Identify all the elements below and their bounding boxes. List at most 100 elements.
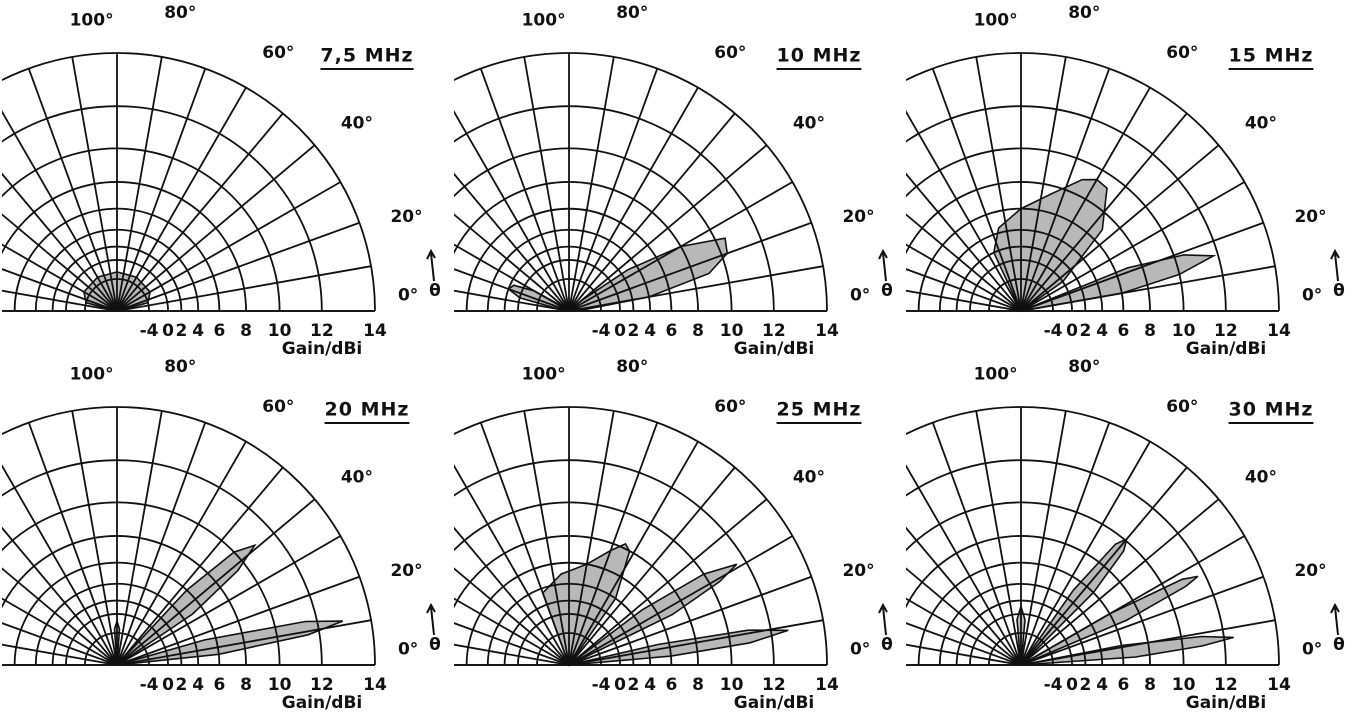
grid-spoke — [116, 410, 163, 666]
theta-tick-label: 40° — [341, 468, 373, 488]
grid-spoke — [1020, 265, 1276, 312]
theta-symbol: θ — [881, 635, 893, 655]
theta-tick-label: 100° — [974, 11, 1018, 31]
grid-spoke — [568, 144, 768, 312]
grid-spoke — [454, 643, 570, 666]
theta-tick-label: 40° — [793, 114, 825, 134]
r-axis-label: Gain/dBi — [734, 339, 815, 359]
polar-panel — [906, 52, 1280, 313]
grid-spoke — [568, 441, 699, 666]
theta-tick-label: 100° — [70, 11, 114, 31]
r-tick-label: 0 — [1066, 675, 1078, 695]
grid-spoke — [116, 619, 372, 666]
grid-spoke — [906, 526, 1022, 666]
grid-spoke — [116, 181, 341, 312]
theta-arrow — [878, 248, 888, 282]
theta-tick-label: 60° — [714, 397, 746, 417]
grid-arc — [2, 105, 323, 312]
grid-spoke — [568, 265, 824, 312]
grid-spoke — [1020, 144, 1220, 312]
theta-tick-label: 60° — [262, 43, 294, 63]
grid-spoke — [523, 56, 570, 312]
grid-spoke — [1020, 422, 1111, 666]
grid-spoke — [568, 535, 793, 666]
polar-panel — [2, 52, 376, 312]
grid-spoke — [568, 112, 736, 312]
r-tick-label: 12 — [1214, 675, 1238, 695]
polar-panel — [454, 406, 828, 667]
theta-tick-label: 40° — [1245, 114, 1277, 134]
grid-spoke — [2, 289, 118, 312]
r-tick-label: 6 — [1117, 675, 1129, 695]
r-tick-label: 10 — [720, 321, 744, 341]
grid-spoke — [116, 535, 341, 666]
grid-spoke — [1020, 535, 1245, 666]
grid-spoke — [116, 498, 316, 666]
theta-tick-label: 20° — [842, 561, 874, 581]
polar-panel — [2, 406, 376, 666]
theta-tick-label: 20° — [1294, 207, 1326, 227]
grid-spoke — [1020, 619, 1276, 666]
chart-title: 20 MHz — [325, 399, 410, 421]
theta-tick-label: 80° — [1068, 357, 1100, 377]
grid-spoke — [27, 68, 118, 312]
grid-spoke — [454, 464, 570, 666]
grid-spoke — [568, 575, 812, 666]
theta-tick-label: 80° — [164, 3, 196, 23]
grid-spoke — [906, 172, 1022, 312]
grid-spoke — [2, 213, 118, 312]
grid-spoke — [71, 56, 118, 312]
polar-panel — [454, 52, 828, 313]
grid-spoke — [906, 464, 1022, 666]
theta-tick-label: 20° — [390, 207, 422, 227]
grid-spoke — [479, 68, 570, 312]
r-tick-label: 2 — [1079, 675, 1091, 695]
grid-spoke — [454, 268, 570, 312]
grid-spoke — [1020, 68, 1111, 312]
theta-tick-label: 20° — [1294, 561, 1326, 581]
theta-tick-label: 0° — [850, 640, 870, 660]
theta-tick-label: 80° — [616, 3, 648, 23]
grid-spoke — [27, 422, 118, 666]
chart-title: 10 MHz — [777, 45, 862, 67]
r-tick-label: 12 — [310, 321, 334, 341]
theta-tick-label: 60° — [714, 43, 746, 63]
grid-spoke — [454, 213, 570, 312]
chart-title: 25 MHz — [777, 399, 862, 421]
r-tick-label: 12 — [310, 675, 334, 695]
theta-tick-label: 0° — [850, 286, 870, 306]
r-tick-label: 2 — [627, 321, 639, 341]
grid-spoke — [906, 243, 1022, 312]
r-tick-label: 8 — [240, 321, 252, 341]
grid-spoke — [906, 597, 1022, 666]
grid-spoke — [568, 410, 615, 666]
grid-spoke — [906, 213, 1022, 312]
r-tick-label: -4 — [140, 321, 159, 341]
grid-spoke — [568, 422, 659, 666]
grid-spoke — [1020, 410, 1067, 666]
grid-spoke — [116, 466, 284, 666]
r-tick-label: 2 — [1079, 321, 1091, 341]
grid-spoke — [1020, 181, 1245, 312]
theta-symbol: θ — [881, 281, 893, 301]
r-tick-label: 8 — [240, 675, 252, 695]
theta-tick-label: 0° — [398, 640, 418, 660]
grid-spoke — [906, 268, 1022, 312]
grid-spoke — [1020, 498, 1220, 666]
grid-spoke — [116, 144, 316, 312]
grid-spoke — [116, 221, 360, 312]
r-tick-label: 6 — [665, 675, 677, 695]
grid-spoke — [568, 498, 768, 666]
r-tick-label: 10 — [268, 675, 292, 695]
r-tick-label: 2 — [627, 675, 639, 695]
grid-spoke — [116, 68, 207, 312]
r-tick-label: 8 — [1144, 675, 1156, 695]
grid-spoke — [906, 110, 1022, 312]
r-tick-label: 4 — [644, 321, 656, 341]
grid-spoke — [1020, 466, 1188, 666]
r-tick-label: 10 — [720, 675, 744, 695]
r-tick-label: 14 — [1267, 321, 1291, 341]
theta-tick-label: 20° — [842, 207, 874, 227]
r-tick-label: 10 — [1172, 321, 1196, 341]
theta-symbol: θ — [1333, 281, 1345, 301]
